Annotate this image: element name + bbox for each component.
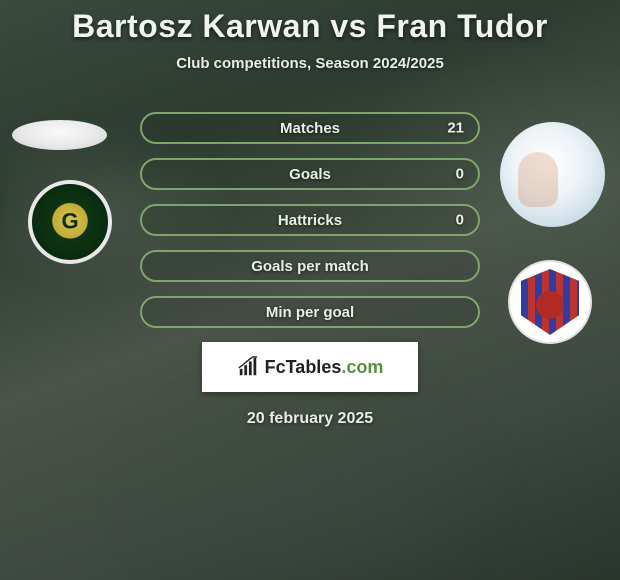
date-label: 20 february 2025 <box>247 410 373 428</box>
stat-right-value: 0 <box>456 212 464 229</box>
stat-label: Matches <box>280 120 340 137</box>
stat-row: Goals per match <box>140 250 480 282</box>
stat-row: Goals 0 <box>140 158 480 190</box>
page-subtitle: Club competitions, Season 2024/2025 <box>176 55 444 72</box>
brand-badge: FcTables.com <box>202 342 418 392</box>
brand-text: FcTables.com <box>265 357 384 378</box>
stats-list: Matches 21 Goals 0 Hattricks 0 Goals per… <box>0 112 620 328</box>
bar-chart-icon <box>237 356 259 378</box>
stat-row: Hattricks 0 <box>140 204 480 236</box>
stat-label: Hattricks <box>278 212 342 229</box>
stat-label: Goals per match <box>251 258 369 275</box>
stat-right-value: 21 <box>447 120 464 137</box>
stat-row: Matches 21 <box>140 112 480 144</box>
brand-name: FcTables <box>265 357 342 377</box>
stat-right-value: 0 <box>456 166 464 183</box>
stat-label: Min per goal <box>266 304 354 321</box>
stat-row: Min per goal <box>140 296 480 328</box>
page-title: Bartosz Karwan vs Fran Tudor <box>72 8 548 45</box>
card: Bartosz Karwan vs Fran Tudor Club compet… <box>0 0 620 580</box>
brand-domain: .com <box>341 357 383 377</box>
stat-label: Goals <box>289 166 331 183</box>
